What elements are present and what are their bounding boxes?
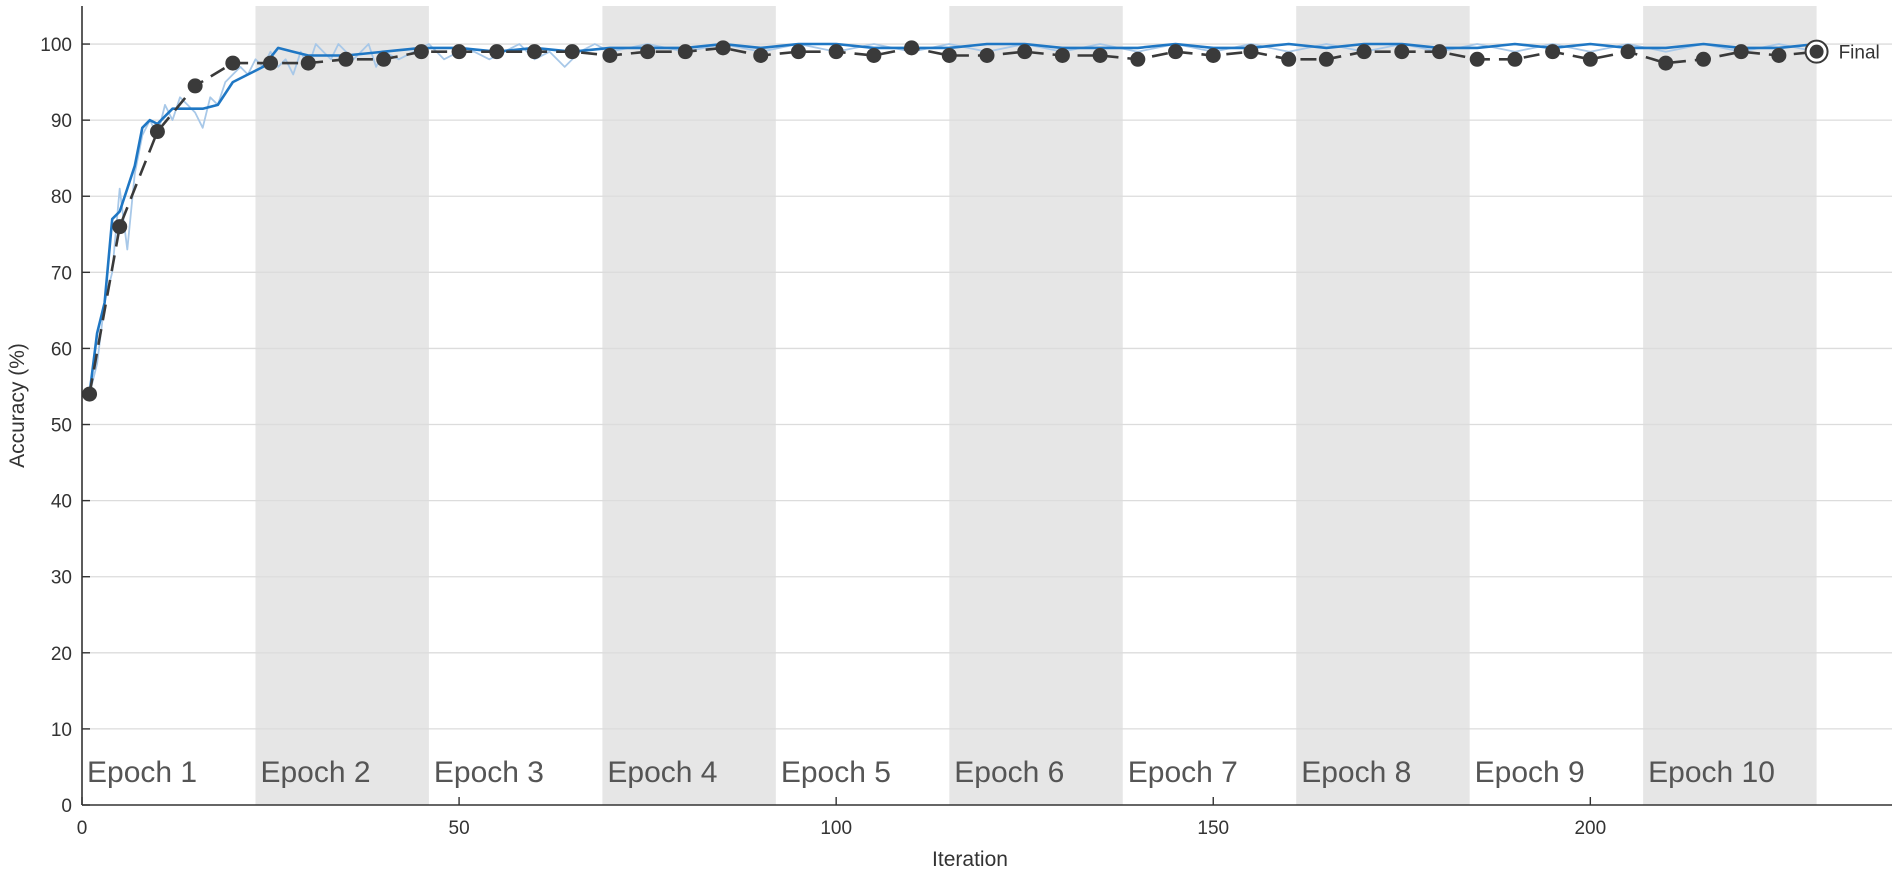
- epoch-label-3: Epoch 3: [434, 756, 544, 789]
- validation-point: [640, 44, 656, 60]
- epoch-label-2: Epoch 2: [260, 756, 370, 789]
- tick-labels: 0 10 20 30 40 50 60 70 80 90 100 0 50 100 150 200: [40, 35, 1606, 839]
- epoch-label-5: Epoch 5: [781, 756, 891, 789]
- validation-point: [263, 55, 279, 71]
- validation-point: [187, 78, 203, 94]
- y-tick-label-50: 50: [51, 416, 72, 437]
- y-tick-label-20: 20: [51, 644, 72, 665]
- validation-markers: [82, 40, 1787, 402]
- validation-point: [677, 44, 693, 60]
- validation-point: [1394, 44, 1410, 60]
- validation-point: [1281, 51, 1297, 67]
- validation-point: [1054, 47, 1070, 63]
- epoch-label-8: Epoch 8: [1301, 756, 1411, 789]
- validation-point: [602, 47, 618, 63]
- epoch-label-4: Epoch 4: [607, 756, 717, 789]
- validation-point: [1620, 44, 1636, 60]
- validation-point: [1017, 44, 1033, 60]
- epoch-label-10: Epoch 10: [1648, 756, 1775, 789]
- validation-point: [413, 44, 429, 60]
- final-marker: [1804, 39, 1829, 64]
- validation-point: [1733, 44, 1749, 60]
- validation-point: [1130, 51, 1146, 67]
- validation-point: [338, 51, 354, 67]
- final-label: Final: [1839, 43, 1880, 64]
- epoch-band-6: [949, 6, 1123, 805]
- x-tick-label-50: 50: [449, 818, 470, 839]
- validation-point: [225, 55, 241, 71]
- validation-point: [149, 124, 165, 140]
- epoch-bands: [255, 6, 1817, 805]
- validation-point: [1658, 55, 1674, 71]
- x-tick-label-100: 100: [820, 818, 852, 839]
- validation-point: [979, 47, 995, 63]
- validation-point: [451, 44, 467, 60]
- validation-point: [1168, 44, 1184, 60]
- validation-point: [790, 44, 806, 60]
- validation-point: [82, 386, 98, 402]
- validation-point: [1507, 51, 1523, 67]
- y-tick-label-80: 80: [51, 187, 72, 208]
- x-tick-label-150: 150: [1197, 818, 1229, 839]
- epoch-band-2: [255, 6, 429, 805]
- epoch-label-7: Epoch 7: [1128, 756, 1238, 789]
- y-tick-label-70: 70: [51, 263, 72, 284]
- validation-point: [1469, 51, 1485, 67]
- series-line-validation: [88, 46, 1817, 395]
- epoch-band-10: [1643, 6, 1817, 805]
- y-axis-title: Accuracy (%): [6, 343, 29, 468]
- y-tick-label-90: 90: [51, 111, 72, 132]
- validation-point: [904, 40, 920, 56]
- validation-point: [1545, 44, 1561, 60]
- validation-point: [1092, 47, 1108, 63]
- x-tick-label-200: 200: [1574, 818, 1606, 839]
- epoch-label-9: Epoch 9: [1475, 756, 1585, 789]
- x-tick-label-0: 0: [77, 818, 88, 839]
- validation-point: [376, 51, 392, 67]
- y-tick-label-40: 40: [51, 492, 72, 513]
- epoch-band-8: [1296, 6, 1470, 805]
- validation-point: [564, 44, 580, 60]
- epoch-label-6: Epoch 6: [954, 756, 1064, 789]
- validation-point: [300, 55, 316, 71]
- y-tick-label-0: 0: [61, 796, 72, 817]
- y-tick-label-30: 30: [51, 568, 72, 589]
- y-tick-label-100: 100: [40, 35, 72, 56]
- final-point: [1809, 44, 1824, 59]
- validation-point: [527, 44, 542, 60]
- validation-point: [1695, 51, 1711, 67]
- validation-point: [1432, 44, 1447, 60]
- validation-point: [715, 40, 731, 56]
- validation-point: [1318, 51, 1334, 67]
- epoch-band-4: [602, 6, 776, 805]
- validation-point: [112, 219, 128, 235]
- x-axis-title: Iteration: [932, 848, 1008, 871]
- epoch-labels: Epoch 1 Epoch 2 Epoch 3 Epoch 4 Epoch 5 Epoch…: [87, 756, 1775, 789]
- y-tick-label-60: 60: [51, 339, 72, 360]
- validation-point: [753, 47, 769, 63]
- epoch-label-1: Epoch 1: [87, 756, 197, 789]
- validation-point: [941, 47, 957, 63]
- validation-point: [489, 44, 505, 60]
- y-tick-label-10: 10: [51, 720, 72, 741]
- series-line-training-raw: [88, 43, 1817, 395]
- validation-point: [1771, 47, 1787, 63]
- validation-point: [1582, 51, 1598, 67]
- validation-point: [1356, 44, 1372, 60]
- validation-point: [1243, 44, 1259, 60]
- validation-point: [1205, 47, 1221, 63]
- validation-point: [828, 44, 844, 60]
- validation-point: [866, 47, 882, 63]
